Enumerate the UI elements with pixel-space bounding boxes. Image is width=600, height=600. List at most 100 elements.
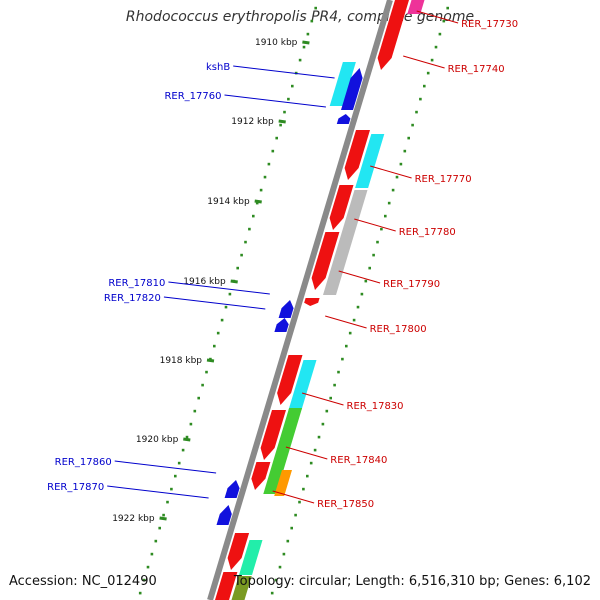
gene-label: RER_17870 — [47, 482, 104, 493]
grid-dot — [352, 318, 356, 322]
gene-teal — [239, 540, 263, 575]
gene-red — [329, 185, 354, 230]
grid-dot — [302, 487, 305, 491]
grid-dot — [252, 214, 255, 218]
topology-summary: Topology: circular; Length: 6,516,310 bp… — [233, 574, 591, 589]
tick-label: 1910 kbp — [255, 38, 298, 48]
gene-label: RER_17840 — [330, 455, 387, 466]
grid-dot — [205, 370, 208, 374]
leader-line — [403, 55, 445, 69]
grid-dot — [387, 201, 391, 205]
grid-dot — [154, 539, 158, 543]
tick-mark — [230, 279, 238, 284]
tick-label: 1920 kbp — [136, 435, 179, 445]
gene-labels: kshB RER_17760 RER_17810 RER_17820 RER_17860… — [47, 10, 518, 510]
grid-dot — [419, 97, 422, 101]
grid-dot — [158, 526, 161, 530]
tick-label: 1918 kbp — [160, 356, 203, 366]
grid-dot — [294, 513, 297, 517]
grid-dot — [267, 162, 271, 166]
grid-dot — [423, 84, 426, 88]
tick-label: 1914 kbp — [207, 197, 250, 207]
grid-dot — [333, 383, 336, 387]
gene-orange — [274, 470, 292, 496]
grid-dot — [310, 19, 314, 23]
grid-dot — [177, 461, 181, 465]
leader-line — [370, 165, 412, 179]
grid-dot — [244, 240, 247, 244]
grid-dot — [166, 500, 169, 504]
grid-dot — [446, 6, 449, 10]
gene-blue — [341, 68, 363, 110]
grid-dot — [384, 214, 387, 218]
grid-dot — [298, 500, 301, 504]
gene-green — [271, 408, 303, 468]
grid-dot — [348, 331, 352, 335]
grid-dot — [170, 487, 173, 491]
gene-label: RER_17770 — [415, 174, 472, 185]
grid-dot — [248, 227, 251, 231]
gene-red — [215, 572, 238, 600]
gene-label: RER_17850 — [317, 499, 374, 510]
grid-dot — [240, 253, 243, 257]
grid-dot — [255, 201, 259, 205]
gene-label: RER_17820 — [104, 293, 161, 304]
grid-dot — [287, 97, 290, 101]
gene-label: RER_17830 — [347, 401, 404, 412]
grid-dot — [426, 71, 430, 75]
grid-dot — [224, 305, 228, 309]
gene-red — [311, 232, 340, 290]
grid-dot — [309, 461, 313, 465]
gene-red — [304, 298, 320, 306]
gene-cyan — [355, 134, 385, 188]
grid-dot — [201, 383, 204, 387]
gene-blue — [274, 318, 289, 332]
grid-dot — [306, 32, 310, 36]
grid-dot — [181, 448, 185, 452]
leader-line — [233, 65, 335, 79]
gene-red — [344, 130, 370, 180]
grid-dot — [372, 253, 375, 257]
grid-dot — [228, 292, 232, 296]
leader-line — [107, 485, 209, 499]
grid-dot — [213, 344, 216, 348]
grid-dot — [345, 344, 348, 348]
leader-line — [224, 94, 326, 108]
grid-dot — [283, 110, 286, 114]
tick-mark — [278, 119, 286, 124]
grid-dot — [174, 474, 177, 478]
grid-dot — [220, 318, 224, 322]
gene-features — [215, 0, 425, 600]
grid-dot — [391, 188, 395, 192]
gene-red — [377, 0, 409, 70]
gene-label: RER_17860 — [55, 457, 112, 468]
grid-dot — [364, 279, 368, 283]
grid-dot — [286, 539, 290, 543]
grid-dot — [407, 136, 410, 140]
grid-dot — [356, 305, 360, 309]
gene-label: RER_17800 — [370, 324, 427, 335]
grid-dot — [138, 591, 142, 595]
gene-label: RER_17790 — [383, 279, 440, 290]
grid-dot — [321, 422, 325, 426]
grid-dot — [360, 292, 364, 296]
grid-dot — [430, 58, 434, 62]
grid-dot — [329, 396, 332, 400]
tick-label: 1912 kbp — [231, 117, 274, 127]
grid-dot — [142, 578, 146, 582]
gene-blue — [224, 480, 240, 498]
grid-dots — [138, 6, 449, 595]
gene-cyan — [288, 360, 317, 410]
grid-dot — [189, 422, 193, 426]
grid-dot — [434, 45, 438, 49]
leader-line — [168, 281, 270, 295]
grid-dot — [380, 227, 383, 231]
tick-label: 1922 kbp — [112, 514, 155, 524]
grid-dot — [313, 448, 317, 452]
gene-gray — [323, 190, 368, 295]
grid-dot — [415, 110, 418, 114]
gene-label: RER_17810 — [108, 278, 165, 289]
grid-dot — [399, 162, 403, 166]
gene-label: RER_17780 — [399, 227, 456, 238]
scale-ticks: 1910 kbp 1912 kbp 1914 kbp 1916 kbp 1918 kbp… — [112, 38, 310, 524]
